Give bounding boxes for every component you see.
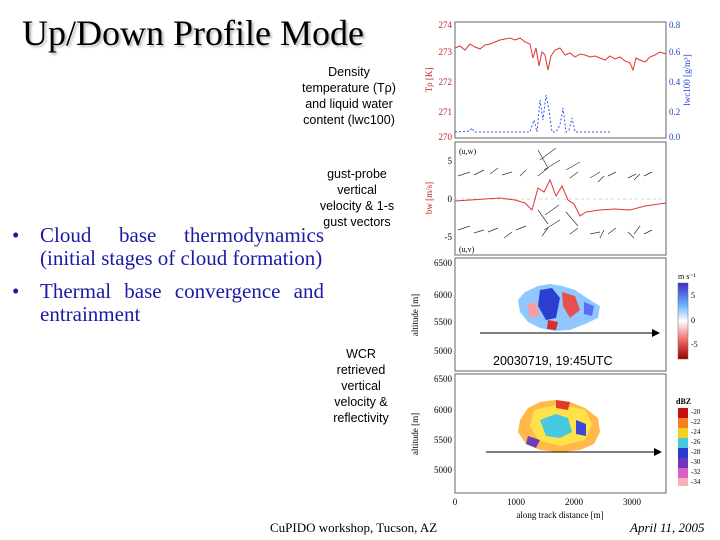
panel2-label-bottom: (u,v) (459, 245, 475, 254)
panel4-colorbar-title: dBZ (676, 397, 691, 406)
panel4-tick: 5000 (434, 465, 453, 475)
panel4-colorbar-tick: -28 (691, 448, 701, 456)
x-tick: 1000 (507, 497, 526, 507)
x-axis: 0 1000 2000 3000 along track distance [m… (453, 497, 642, 520)
panel4-colorbar-swatch (678, 408, 688, 418)
panel1-lwc-line (454, 94, 610, 133)
x-tick: 2000 (565, 497, 584, 507)
panel2-tick: 0 (448, 194, 453, 204)
panel1-temperature-line (454, 37, 667, 72)
panel3-tick: 6500 (434, 258, 453, 268)
panel1-left-tick: 274 (439, 20, 453, 30)
panel3-colorbar-tick: 5 (691, 291, 695, 300)
bullet-text: Thermal base convergence and entrainment (40, 279, 324, 326)
panel1-left-tick: 271 (439, 107, 453, 117)
panel3-colorbar-title: m s⁻¹ (678, 272, 697, 281)
panel2-frame (454, 141, 667, 256)
panel3-colorbar-tick: 0 (691, 316, 695, 325)
timestamp: 20030719, 19:45UTC (493, 354, 613, 368)
panel1-left-label: Tρ [K] (424, 68, 434, 93)
panel4-colorbar-tick: -22 (691, 418, 701, 426)
panel1-right-tick: 0.0 (669, 132, 681, 142)
panel4-colorbar-tick: -26 (691, 438, 701, 446)
panel2-tick: 5 (448, 156, 453, 166)
panel1-right-axis: 0.8 0.6 0.4 0.2 0.0 lwc100 [g/m³] (669, 20, 692, 142)
panel2-bw-line (454, 178, 667, 217)
panel1-right-label: lwc100 [g/m³] (682, 54, 692, 105)
footer-left: CuPIDO workshop, Tucson, AZ (270, 520, 438, 535)
x-axis-label: along track distance [m] (516, 510, 603, 520)
panel1-right-tick: 0.4 (669, 77, 681, 87)
panel4-frame (454, 373, 667, 494)
panel3-colorbar (677, 282, 689, 360)
panel4-colorbar-swatch (678, 428, 688, 438)
x-tick: 0 (453, 497, 458, 507)
panel4-colorbar-tick: -20 (691, 408, 701, 416)
panel2-ylabel: bw [m/s] (424, 182, 434, 214)
panel4-colorbar (678, 408, 688, 486)
panel4-colorbar-swatch (678, 448, 688, 458)
bullet-symbol: • (12, 223, 20, 247)
panel2-label-top: (u,w) (459, 147, 476, 156)
footer-right: April 11, 2005 (630, 520, 705, 535)
panel3-tick: 6000 (434, 290, 453, 300)
panel3-colorbar-tick: -5 (691, 340, 698, 349)
x-tick: 3000 (623, 497, 642, 507)
panel1-right-tick: 0.2 (669, 107, 680, 117)
panel2-gust-vectors (457, 147, 653, 239)
panel4-colorbar-swatch (678, 458, 688, 468)
bullet-item: • Thermal base convergence and entrainme… (12, 280, 324, 326)
panel4-colorbar-tick: -32 (691, 468, 701, 476)
panel3-arrow-head (652, 329, 660, 337)
panel3-tick: 5500 (434, 317, 453, 327)
panel1-left-tick: 270 (439, 132, 453, 142)
panel1-frame (454, 21, 667, 139)
bullet-text: Cloud base thermodynamics (initial stage… (40, 223, 324, 270)
panel4-colorbar-swatch (678, 468, 688, 478)
panel1-right-tick: 0.8 (669, 20, 681, 30)
panel1-left-tick: 272 (439, 77, 453, 87)
panel1-right-tick: 0.6 (669, 47, 681, 57)
panel4-colorbar-swatch (678, 478, 688, 486)
panel4-colorbar-tick: -24 (691, 428, 701, 436)
panel4-reflectivity-field (518, 400, 600, 452)
panel3-ylabel: altitude [m] (410, 294, 420, 336)
panel4-ylabel: altitude [m] (410, 413, 420, 455)
wcr-note: WCR retrieved vertical velocity & reflec… (333, 347, 389, 425)
bullet-list: • Cloud base thermodynamics (initial sta… (12, 224, 324, 336)
density-note: Density temperature (Tρ) and liquid wate… (302, 65, 396, 127)
panel4-tick: 6000 (434, 405, 453, 415)
panel3-axis: 6500 6000 5500 5000 altitude [m] (410, 258, 453, 356)
gust-note: gust-probe vertical velocity & 1-s gust … (319, 167, 395, 229)
panel1-left-axis: 274 273 272 271 270 Tρ [K] (424, 20, 453, 142)
panel2-tick: -5 (445, 232, 453, 242)
panel4-colorbar-swatch (678, 418, 688, 428)
panel4-tick: 6500 (434, 374, 453, 384)
panel3-tick: 5000 (434, 346, 453, 356)
panel1-left-tick: 273 (439, 47, 453, 57)
panel4-arrow-head (654, 448, 662, 456)
panel4-colorbar-tick: -30 (691, 458, 701, 466)
slide-title: Up/Down Profile Mode (22, 13, 364, 53)
panel4-axis: 6500 6000 5500 5000 altitude [m] (410, 374, 453, 475)
bullet-symbol: • (12, 279, 20, 303)
panel4-colorbar-tick: -34 (691, 478, 701, 486)
bullet-item: • Cloud base thermodynamics (initial sta… (12, 224, 324, 270)
panel3-frame (454, 257, 667, 372)
panel4-tick: 5500 (434, 435, 453, 445)
panel2-axis: 5 0 -5 bw [m/s] (u,w) (u,v) (424, 147, 476, 254)
timestamp-box (488, 351, 640, 370)
panel4-colorbar-swatch (678, 438, 688, 448)
panel3-velocity-field (518, 284, 600, 331)
